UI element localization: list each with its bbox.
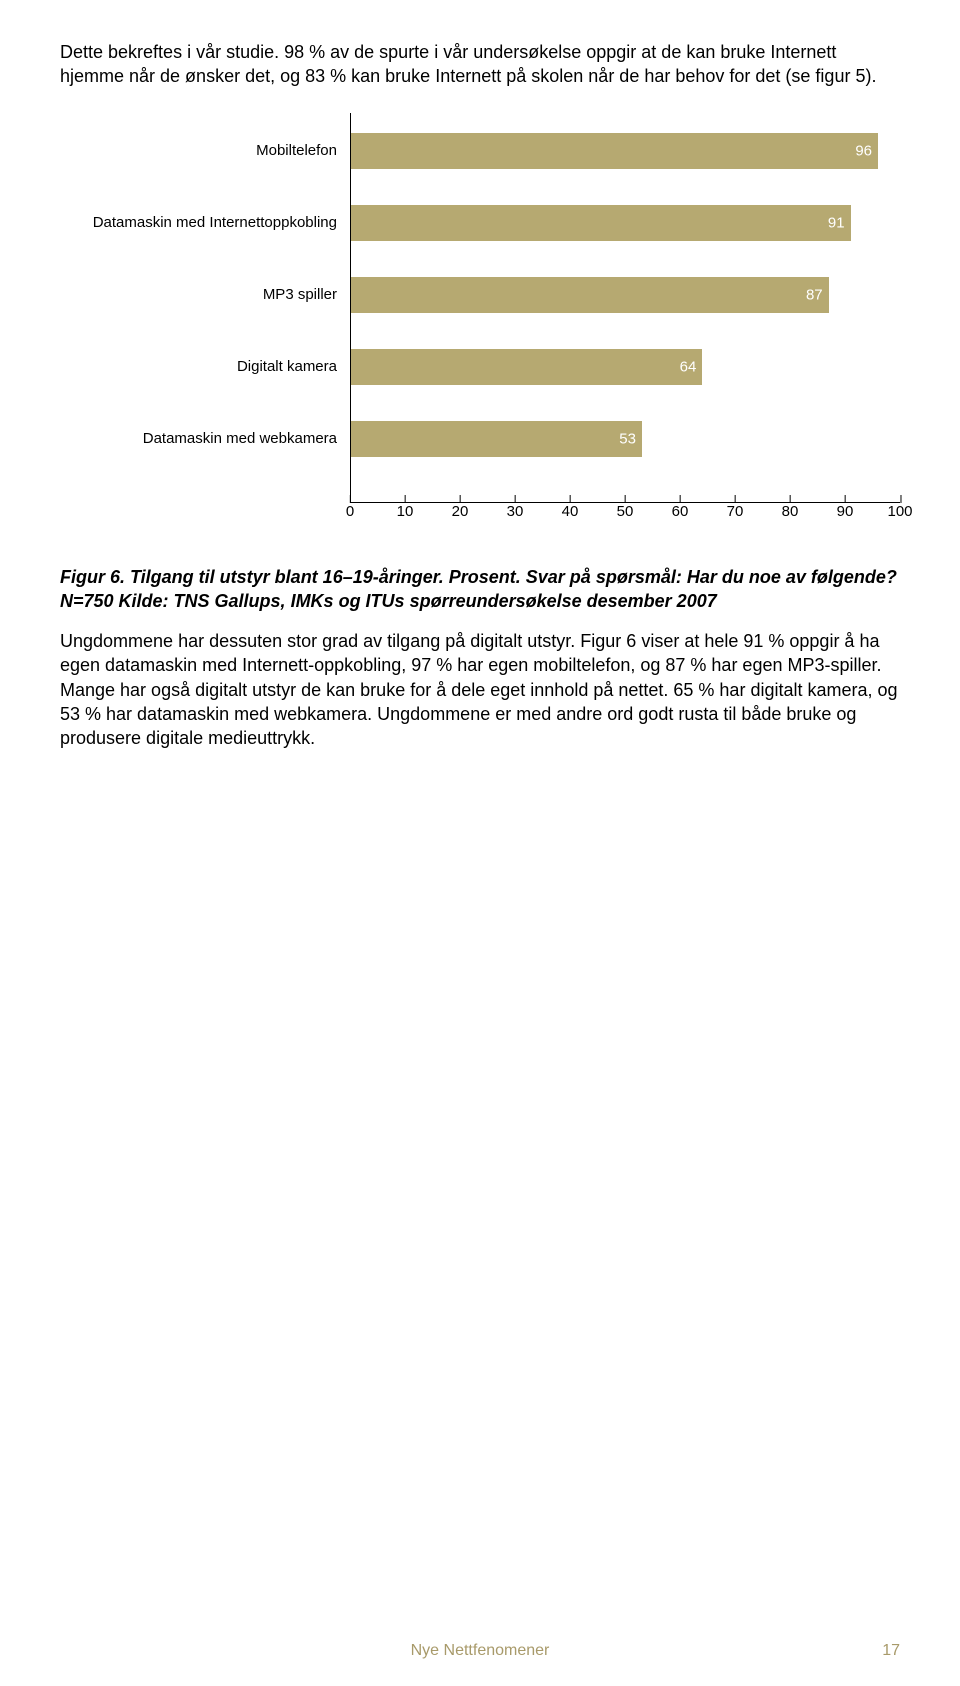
- chart-bar: 91: [351, 205, 851, 241]
- body-paragraph: Ungdommene har dessuten stor grad av til…: [60, 629, 900, 750]
- chart-bar-value: 53: [619, 430, 636, 447]
- chart-bar-label: Digitalt kamera: [61, 358, 351, 375]
- page-footer: Nye Nettfenomener 17: [0, 1642, 960, 1660]
- chart-x-tick: 100: [887, 503, 912, 520]
- chart-bar: 64: [351, 349, 702, 385]
- chart-bar: 96: [351, 133, 878, 169]
- chart-bar-value: 96: [855, 142, 872, 159]
- chart-x-tick: 60: [672, 503, 689, 520]
- chart-bar-value: 64: [680, 358, 697, 375]
- chart-bar-track: 91: [351, 205, 900, 241]
- intro-paragraph: Dette bekreftes i vår studie. 98 % av de…: [60, 40, 900, 89]
- chart-x-axis: 0102030405060708090100: [350, 503, 900, 537]
- chart-bar-row: Mobiltelefon 96: [61, 133, 900, 169]
- chart-bar-track: 87: [351, 277, 900, 313]
- chart-bar-row: MP3 spiller 87: [61, 277, 900, 313]
- chart-bar-label: Datamaskin med Internettoppkobling: [61, 214, 351, 231]
- footer-page-number: 17: [882, 1642, 900, 1660]
- chart-bar: 53: [351, 421, 642, 457]
- chart-x-tick: 80: [782, 503, 799, 520]
- chart-bar-label: Mobiltelefon: [61, 142, 351, 159]
- chart-x-tick: 70: [727, 503, 744, 520]
- chart-x-tick: 40: [562, 503, 579, 520]
- chart-bar-row: Datamaskin med Internettoppkobling 91: [61, 205, 900, 241]
- chart-x-tick: 10: [397, 503, 414, 520]
- chart-bar: 87: [351, 277, 829, 313]
- chart-bar-value: 87: [806, 286, 823, 303]
- chart-bar-label: MP3 spiller: [61, 286, 351, 303]
- chart-x-tick: 50: [617, 503, 634, 520]
- figure-6-caption: Figur 6. Tilgang til utstyr blant 16–19-…: [60, 565, 900, 614]
- chart-bar-track: 53: [351, 421, 900, 457]
- chart-bar-track: 96: [351, 133, 900, 169]
- chart-bar-row: Datamaskin med webkamera 53: [61, 421, 900, 457]
- chart-bar-label: Datamaskin med webkamera: [61, 430, 351, 447]
- chart-x-tick: 90: [837, 503, 854, 520]
- footer-title: Nye Nettfenomener: [411, 1642, 550, 1659]
- chart-x-tick: 0: [346, 503, 354, 520]
- chart-bar-value: 91: [828, 214, 845, 231]
- chart-x-tick: 20: [452, 503, 469, 520]
- chart-plot-area: Mobiltelefon96Datamaskin med Internettop…: [350, 113, 900, 503]
- chart-bar-track: 64: [351, 349, 900, 385]
- chart-x-tick: 30: [507, 503, 524, 520]
- chart-bar-row: Digitalt kamera 64: [61, 349, 900, 385]
- figure-6-chart: Mobiltelefon 96 Datamaskin med Internettop…: [60, 113, 900, 537]
